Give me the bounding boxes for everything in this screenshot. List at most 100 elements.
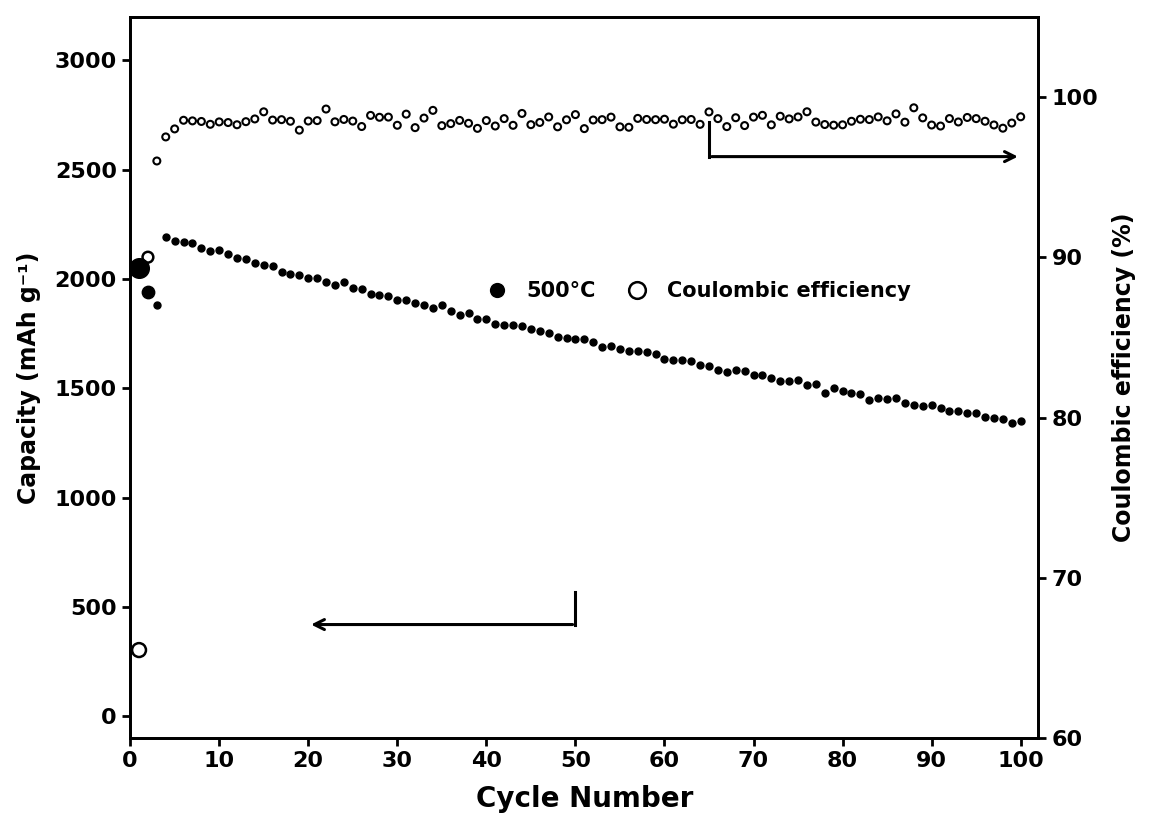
Point: [1003, 416, 1022, 429]
Point: [655, 113, 673, 126]
Point: [361, 109, 379, 122]
Point: [281, 115, 300, 128]
Point: [673, 354, 692, 367]
Point: [228, 251, 247, 265]
Point: [771, 374, 790, 388]
Point: [745, 369, 763, 382]
Point: [1011, 110, 1030, 124]
Point: [611, 120, 630, 134]
Point: [753, 109, 771, 122]
Point: [236, 115, 255, 129]
Point: [602, 110, 620, 124]
Point: [771, 110, 790, 123]
Point: [815, 386, 834, 399]
Point: [664, 118, 683, 131]
Point: [869, 110, 888, 124]
Point: [700, 360, 718, 374]
Point: [193, 242, 211, 255]
Point: [602, 339, 620, 352]
Point: [423, 104, 442, 117]
Point: [628, 112, 647, 125]
Point: [379, 110, 398, 124]
Point: [495, 319, 513, 332]
Point: [246, 256, 264, 270]
Point: [504, 318, 522, 331]
X-axis label: Cycle Number: Cycle Number: [476, 785, 693, 813]
Point: [709, 364, 728, 377]
Point: [958, 111, 977, 124]
Point: [940, 404, 958, 417]
Point: [575, 122, 594, 135]
Point: [583, 114, 602, 127]
Point: [370, 110, 389, 124]
Point: [994, 413, 1012, 426]
Point: [521, 322, 540, 335]
Point: [638, 345, 656, 359]
Point: [540, 327, 558, 340]
Point: [495, 112, 513, 125]
Point: [593, 341, 611, 354]
Point: [762, 118, 781, 131]
Point: [521, 118, 540, 131]
Point: [691, 118, 709, 131]
Point: [887, 107, 905, 120]
Point: [905, 101, 924, 115]
Y-axis label: Capacity (mAh g⁻¹): Capacity (mAh g⁻¹): [16, 251, 40, 504]
Point: [272, 113, 291, 126]
Point: [317, 102, 336, 115]
Point: [530, 116, 549, 129]
Point: [397, 108, 415, 121]
Point: [975, 411, 994, 424]
Point: [824, 119, 843, 132]
Point: [183, 236, 202, 249]
Point: [726, 111, 745, 124]
Point: [272, 266, 291, 279]
Point: [468, 122, 487, 135]
Point: [647, 347, 665, 360]
Point: [201, 244, 219, 257]
Point: [157, 130, 175, 144]
Point: [423, 301, 442, 315]
Point: [851, 388, 869, 401]
Point: [575, 332, 594, 345]
Point: [442, 117, 460, 130]
Point: [451, 308, 469, 321]
Point: [877, 115, 896, 128]
Point: [815, 118, 834, 131]
Point: [361, 287, 379, 300]
Point: [442, 304, 460, 317]
Point: [334, 276, 353, 289]
Point: [530, 325, 549, 338]
Point: [887, 392, 905, 405]
Point: [504, 119, 522, 132]
Point: [291, 124, 309, 137]
Point: [451, 114, 469, 127]
Point: [557, 113, 575, 126]
Point: [949, 404, 967, 417]
Point: [834, 384, 852, 398]
Point: [557, 331, 575, 344]
Point: [148, 154, 166, 168]
Point: [432, 299, 451, 312]
Point: [487, 318, 505, 331]
Point: [353, 283, 371, 296]
Point: [860, 113, 879, 126]
Point: [673, 113, 692, 126]
Point: [566, 333, 585, 346]
Point: [370, 288, 389, 301]
Point: [566, 108, 585, 121]
Point: [967, 112, 986, 125]
Point: [549, 120, 567, 134]
Point: [717, 120, 736, 134]
Point: [326, 279, 345, 292]
Point: [789, 374, 807, 387]
Point: [138, 251, 157, 264]
Point: [824, 382, 843, 395]
Point: [967, 406, 986, 419]
Point: [165, 122, 183, 135]
Point: [638, 113, 656, 126]
Point: [183, 115, 202, 128]
Point: [130, 261, 149, 275]
Point: [130, 643, 149, 657]
Point: [513, 107, 532, 120]
